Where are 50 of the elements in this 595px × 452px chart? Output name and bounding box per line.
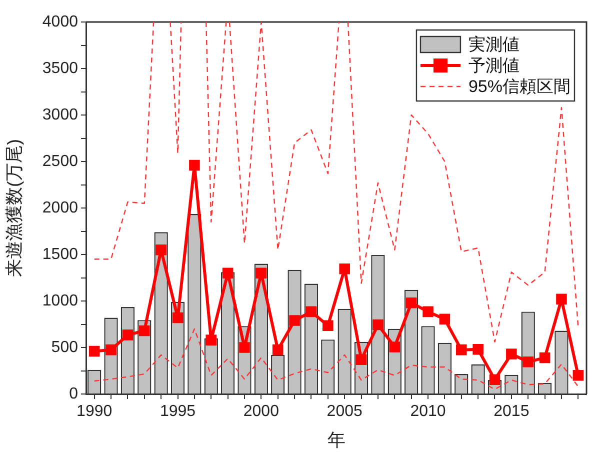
point	[88, 346, 100, 357]
point	[339, 264, 350, 274]
legend-label: 95%信頼区間	[468, 77, 571, 96]
point	[289, 315, 300, 326]
point	[106, 344, 116, 356]
x-tick-label: 2010	[410, 403, 446, 420]
point	[189, 160, 200, 171]
point	[206, 334, 217, 346]
y-tick-label: 3500	[42, 60, 78, 77]
y-tick-label: 0	[69, 385, 78, 402]
y-tick-label: 2000	[42, 199, 78, 216]
point	[556, 294, 567, 305]
point	[139, 325, 150, 336]
y-tick-label: 1000	[42, 292, 78, 310]
point	[122, 330, 134, 340]
point	[422, 306, 434, 318]
point	[172, 312, 184, 324]
y-tick-label: 2500	[42, 152, 78, 170]
point	[572, 370, 584, 381]
y-axis-title: 来遊漁獲数(万尾)	[4, 139, 24, 277]
point	[222, 268, 234, 278]
legend-label: 予測値	[468, 56, 520, 76]
x-tick-label: 2005	[326, 403, 362, 420]
point	[406, 297, 417, 308]
point	[256, 268, 267, 278]
point	[456, 344, 467, 356]
x-tick-label: 1995	[160, 403, 196, 420]
y-tick-label: 3000	[42, 106, 78, 124]
point	[272, 344, 284, 356]
point	[489, 374, 500, 385]
y-tick-label: 1500	[42, 246, 78, 263]
legend-label: 実測値	[468, 35, 520, 54]
x-tick-label: 2015	[494, 403, 530, 420]
point	[156, 244, 166, 256]
point	[239, 342, 250, 353]
y-tick-label: 500	[51, 338, 78, 356]
point	[322, 320, 334, 332]
point	[539, 352, 550, 364]
x-tick-label: 1990	[76, 403, 112, 420]
point	[506, 348, 517, 360]
y-tick-label: 4000	[42, 13, 78, 30]
point	[372, 319, 384, 330]
point	[389, 342, 400, 352]
point	[306, 306, 317, 318]
point	[472, 344, 484, 355]
x-tick-label: 2000	[243, 403, 280, 420]
x-axis-title: 年	[327, 430, 346, 450]
point	[439, 314, 450, 325]
point	[356, 354, 367, 365]
point	[522, 356, 534, 368]
